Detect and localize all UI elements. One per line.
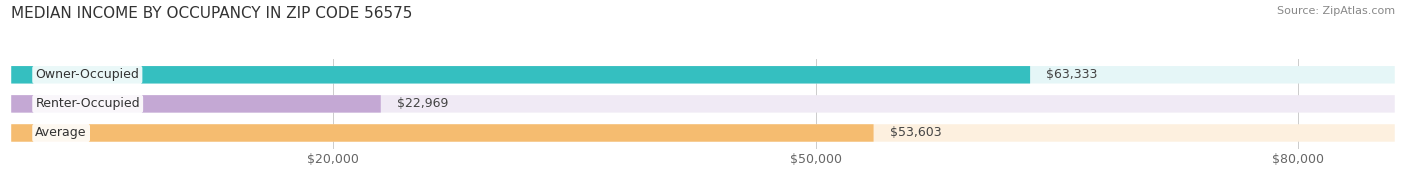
Text: Owner-Occupied: Owner-Occupied (35, 68, 139, 81)
Text: $53,603: $53,603 (890, 126, 941, 140)
Text: MEDIAN INCOME BY OCCUPANCY IN ZIP CODE 56575: MEDIAN INCOME BY OCCUPANCY IN ZIP CODE 5… (11, 6, 412, 21)
FancyBboxPatch shape (11, 124, 1395, 142)
FancyBboxPatch shape (11, 66, 1395, 83)
Text: Renter-Occupied: Renter-Occupied (35, 97, 141, 110)
Text: Source: ZipAtlas.com: Source: ZipAtlas.com (1277, 6, 1395, 16)
Text: $63,333: $63,333 (1046, 68, 1098, 81)
Text: $22,969: $22,969 (396, 97, 449, 110)
FancyBboxPatch shape (11, 124, 873, 142)
FancyBboxPatch shape (11, 66, 1031, 83)
FancyBboxPatch shape (11, 95, 381, 113)
Text: Average: Average (35, 126, 87, 140)
FancyBboxPatch shape (11, 95, 1395, 113)
